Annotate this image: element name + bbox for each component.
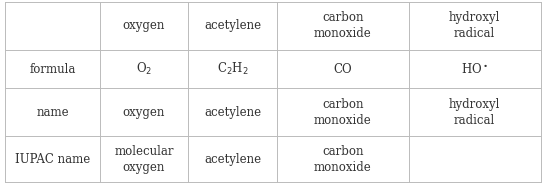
Text: IUPAC name: IUPAC name xyxy=(15,153,90,166)
Text: hydroxyl
radical: hydroxyl radical xyxy=(449,11,500,40)
Text: acetylene: acetylene xyxy=(204,19,261,32)
Text: acetylene: acetylene xyxy=(204,153,261,166)
Text: acetylene: acetylene xyxy=(204,106,261,119)
Text: oxygen: oxygen xyxy=(123,19,165,32)
Text: C$_2$H$_2$: C$_2$H$_2$ xyxy=(217,61,248,77)
Text: oxygen: oxygen xyxy=(123,106,165,119)
Text: formula: formula xyxy=(29,63,76,75)
Text: CO: CO xyxy=(334,63,352,75)
Text: carbon
monoxide: carbon monoxide xyxy=(314,145,372,174)
Text: name: name xyxy=(36,106,69,119)
Text: O$_2$: O$_2$ xyxy=(136,61,152,77)
Text: carbon
monoxide: carbon monoxide xyxy=(314,98,372,127)
Text: molecular
oxygen: molecular oxygen xyxy=(114,145,174,174)
Text: HO$^\bullet$: HO$^\bullet$ xyxy=(461,62,488,76)
Text: carbon
monoxide: carbon monoxide xyxy=(314,11,372,40)
Text: hydroxyl
radical: hydroxyl radical xyxy=(449,98,500,127)
